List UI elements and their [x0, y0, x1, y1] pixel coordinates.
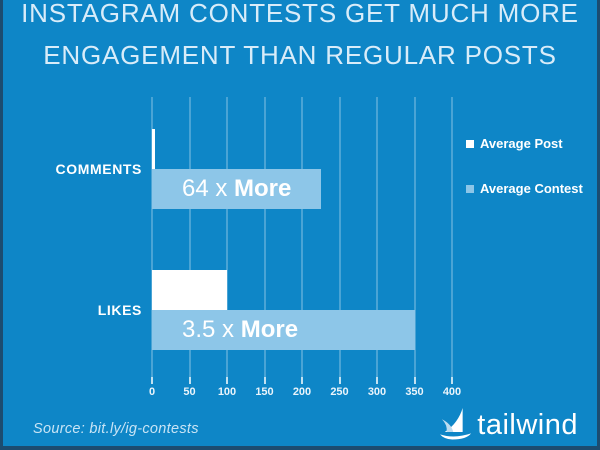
sailboat-icon [440, 408, 472, 440]
frame-border-right [597, 0, 600, 450]
frame-border-bottom [0, 446, 600, 450]
brand-name: tailwind [477, 409, 578, 441]
tick-mark-150 [263, 377, 266, 384]
tick-label-300: 300 [367, 386, 387, 398]
bar-comments-average-contest [152, 169, 321, 209]
legend-label: Average Post [480, 136, 563, 151]
tick-label-0: 0 [148, 386, 156, 398]
tick-mark-250 [338, 377, 341, 384]
tick-mark-350 [413, 377, 416, 384]
tick-mark-100 [226, 377, 228, 384]
tick-mark-0 [151, 377, 153, 384]
brand-logo: tailwind [440, 408, 578, 441]
bar-likes-average-contest [152, 310, 415, 350]
source-text: Source: bit.ly/ig-contests [33, 421, 199, 437]
bar-likes-average-post [152, 270, 227, 310]
legend-swatch [466, 139, 474, 148]
gridline-50 [188, 97, 191, 377]
chart-legend: Average Post Average Contest [466, 136, 583, 226]
bar-annotation-likes: 3.5 x More [182, 315, 298, 345]
annotation-emphasis: More [234, 175, 292, 202]
tick-label-400: 400 [442, 386, 462, 398]
tick-mark-400 [451, 377, 453, 384]
annotation-value: 64 x [182, 175, 235, 202]
gridline-200 [301, 97, 303, 377]
annotation-emphasis: More [240, 316, 299, 343]
tick-label-50: 50 [183, 386, 196, 398]
chart-title: INSTAGRAM CONTESTS GET MUCH MORE ENGAGEM… [0, 0, 600, 76]
category-label-likes: LIKES [97, 302, 142, 318]
legend-label: Average Contest [480, 181, 583, 196]
gridline-100 [226, 97, 228, 377]
tick-label-350: 350 [405, 386, 424, 398]
legend-item-average-contest: Average Contest [466, 181, 583, 196]
gridline-250 [338, 97, 341, 377]
gridline-0 [151, 97, 153, 377]
legend-item-average-post: Average Post [466, 136, 583, 151]
category-label-comments: COMMENTS [55, 161, 142, 177]
title-line-2: ENGAGEMENT THAN REGULAR POSTS [43, 40, 557, 70]
tick-label-200: 200 [292, 386, 312, 398]
gridline-400 [451, 97, 453, 377]
tick-label-150: 150 [255, 386, 274, 398]
bar-comments-average-post [152, 129, 155, 169]
gridline-150 [263, 97, 266, 377]
annotation-value: 3.5 x [182, 316, 241, 343]
gridline-300 [376, 97, 378, 377]
tick-mark-300 [376, 377, 378, 384]
tick-mark-200 [301, 377, 303, 384]
legend-swatch [466, 184, 474, 193]
frame-border-left [0, 0, 3, 450]
tick-label-100: 100 [217, 386, 237, 398]
gridline-350 [413, 97, 416, 377]
tick-mark-50 [188, 377, 191, 384]
bar-annotation-comments: 64 x More [182, 174, 291, 204]
tick-label-250: 250 [330, 386, 349, 398]
title-line-1: INSTAGRAM CONTESTS GET MUCH MORE [21, 0, 579, 28]
